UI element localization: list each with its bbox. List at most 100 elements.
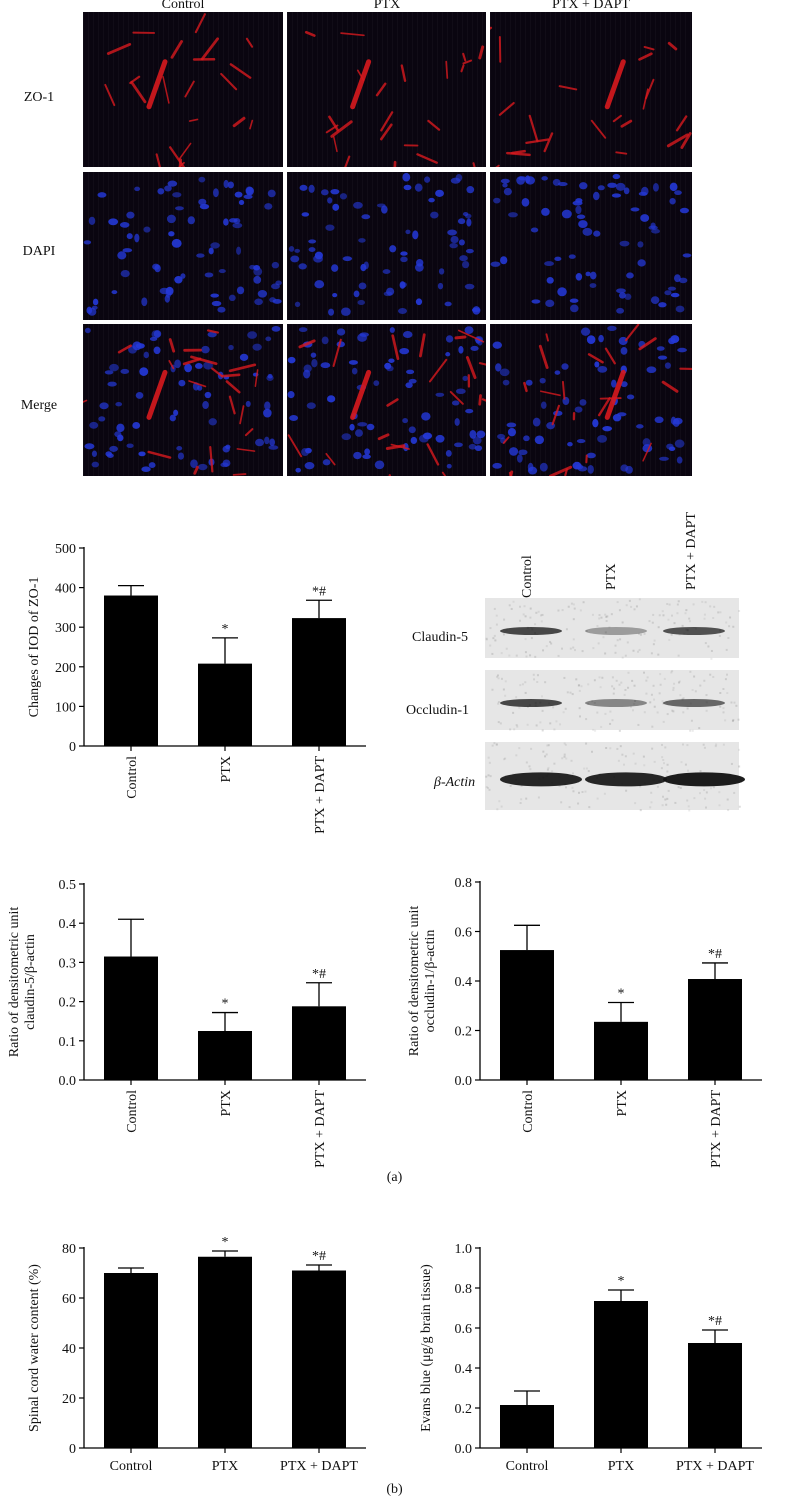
y-tick-label: 0.1 [59, 1035, 77, 1050]
bar-ptx [198, 1031, 252, 1080]
bar-ptx-dapt [292, 1270, 346, 1448]
x-tick-label: PTX [219, 756, 234, 782]
wb-panel-1 [485, 670, 740, 732]
panel-label-b: (b) [386, 1482, 403, 1497]
micrograph-row-label: ZO-1 [23, 90, 55, 105]
chart-evans: Evans blue (μg/g brain tissue) 0.0 0.2 0.4 0… [419, 1242, 762, 1474]
y-tick-label: 80 [62, 1242, 76, 1257]
bar-ptx-dapt [292, 618, 346, 746]
y-tick-label: 0.2 [455, 1402, 473, 1417]
significance-marker: *# [312, 1249, 326, 1264]
x-tick-label: Control [125, 756, 140, 799]
significance-marker: *# [708, 1314, 722, 1329]
bar-control [104, 1273, 158, 1448]
y-tick-label: 300 [55, 621, 76, 636]
y-tick-label: 60 [62, 1292, 76, 1307]
wb-panel-2 [485, 742, 745, 812]
y-tick-label: 0.0 [59, 1074, 77, 1089]
y-tick-label: 0.8 [455, 1282, 473, 1297]
y-axis-label: Spinal cord water content (%) [27, 1264, 42, 1432]
chart-water: Spinal cord water content (%) 0 20 40 60 80 Co… [27, 1235, 366, 1474]
x-tick-label: PTX [608, 1459, 634, 1474]
bar-control [104, 595, 158, 746]
western-blot: Control PTX PTX + DAPT Claudin-5 Occludi… [400, 490, 789, 820]
bar-ptx [594, 1301, 648, 1448]
x-tick-label: PTX [615, 1090, 630, 1116]
micrograph-row-label: Merge [20, 398, 58, 413]
y-tick-label: 0.6 [455, 926, 473, 941]
wb-row-label: Occludin-1 [406, 703, 469, 718]
bar-ptx [198, 1256, 252, 1448]
chart-claudin5: Ratio of densitometric unitclaudin-5/β-a… [7, 878, 366, 1168]
micrograph-col-header: PTX [373, 0, 401, 12]
y-tick-label: 0.8 [455, 876, 473, 891]
y-tick-label: 0.6 [455, 1322, 473, 1337]
x-tick-label: PTX + DAPT [313, 756, 328, 834]
bar-ptx-dapt [688, 1343, 742, 1448]
chart-occludin1: Ratio of densitometric unitoccludin-1/β-… [407, 876, 762, 1168]
chart-zo1: Changes of IOD of ZO-1 0 100 200 300 400 500 Co… [27, 542, 366, 834]
y-tick-label: 0.4 [59, 917, 77, 932]
micrograph-col-header: PTX + DAPT [552, 0, 630, 12]
wb-lane-label: PTX + DAPT [684, 512, 699, 590]
x-tick-label: PTX + DAPT [709, 1090, 724, 1168]
bar-ptx [594, 1021, 648, 1080]
micrograph-2-2 [490, 324, 692, 476]
y-axis-label: Evans blue (μg/g brain tissue) [419, 1264, 434, 1432]
wb-lane-label: PTX [604, 564, 619, 590]
significance-marker: *# [708, 947, 722, 962]
micrograph-row-label: DAPI [22, 244, 56, 259]
y-tick-label: 0.5 [59, 878, 77, 893]
significance-marker: * [222, 1235, 229, 1250]
micrograph-1-0 [83, 172, 283, 320]
y-tick-label: 400 [55, 582, 76, 597]
x-tick-label: Control [125, 1090, 140, 1133]
panel-label-a: (a) [386, 1170, 403, 1185]
x-tick-label: PTX [212, 1459, 238, 1474]
significance-marker: * [222, 997, 229, 1012]
micrograph-0-0 [83, 12, 283, 167]
micrograph-1-2 [490, 172, 692, 320]
y-tick-label: 0.3 [59, 956, 77, 971]
y-axis-label: Changes of IOD of ZO-1 [27, 577, 42, 718]
bar-control [104, 956, 158, 1080]
bar-ptx-dapt [688, 979, 742, 1080]
y-tick-label: 1.0 [455, 1242, 473, 1257]
y-tick-label: 500 [55, 542, 76, 557]
significance-marker: * [618, 1274, 625, 1289]
x-tick-label: Control [506, 1459, 549, 1474]
micrograph-0-2 [490, 12, 692, 167]
x-tick-label: Control [521, 1090, 536, 1133]
y-axis-label: Ratio of densitometric unitoccludin-1/β-… [407, 906, 438, 1057]
bar-ptx-dapt [292, 1006, 346, 1080]
y-tick-label: 20 [62, 1392, 76, 1407]
significance-marker: * [222, 622, 229, 637]
bar-control [500, 950, 554, 1080]
micrograph-images [83, 12, 692, 476]
x-tick-label: PTX [219, 1090, 234, 1116]
micrograph-2-0 [83, 324, 283, 476]
y-tick-label: 40 [62, 1342, 76, 1357]
y-tick-label: 0.4 [455, 975, 473, 990]
bar-control [500, 1405, 554, 1448]
significance-marker: *# [312, 584, 326, 599]
wb-row-label: Claudin-5 [412, 630, 468, 645]
x-tick-label: Control [110, 1459, 153, 1474]
wb-lane-label: Control [520, 555, 535, 598]
y-tick-label: 0 [69, 1442, 76, 1457]
y-axis-label: Ratio of densitometric unitclaudin-5/β-a… [7, 907, 38, 1058]
y-tick-label: 200 [55, 661, 76, 676]
micrograph-1-1 [287, 172, 486, 320]
micrograph-grid: Control PTX PTX + DAPT ZO-1 DAPI Merge [0, 0, 789, 480]
wb-panel-0 [485, 598, 741, 660]
x-tick-label: PTX + DAPT [676, 1459, 754, 1474]
micrograph-col-header: Control [161, 0, 205, 12]
x-tick-label: PTX + DAPT [313, 1090, 328, 1168]
significance-marker: * [618, 987, 625, 1002]
y-tick-label: 100 [55, 700, 76, 715]
y-tick-label: 0.0 [455, 1074, 473, 1089]
wb-row-label-beta: β-Actin [433, 775, 475, 790]
y-tick-label: 0 [69, 740, 76, 755]
micrograph-2-1 [287, 324, 486, 476]
significance-marker: *# [312, 967, 326, 982]
